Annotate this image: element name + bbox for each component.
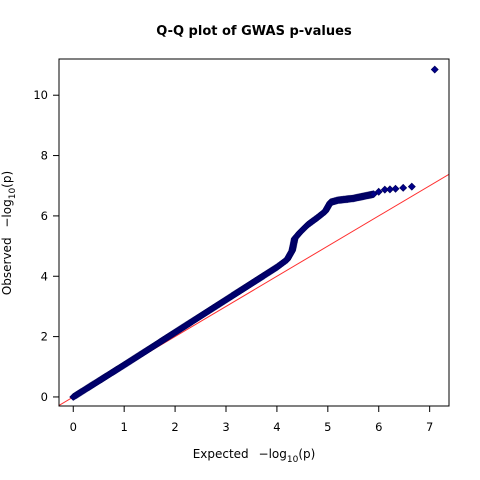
x-tick-label: 0 xyxy=(70,420,77,434)
y-tick-label: 4 xyxy=(41,269,48,283)
x-axis-label: Expected −log10(p) xyxy=(193,447,316,465)
x-tick-label: 1 xyxy=(121,420,128,434)
data-point xyxy=(399,183,408,192)
x-tick-label: 5 xyxy=(324,420,331,434)
data-point xyxy=(374,187,383,196)
data-point xyxy=(430,65,439,74)
data-point xyxy=(391,184,400,193)
x-tick-label: 2 xyxy=(171,420,178,434)
x-tick-label: 6 xyxy=(375,420,382,434)
y-axis: 0 2 4 6 8 10 xyxy=(33,88,59,404)
x-tick-label: 7 xyxy=(426,420,433,434)
data-point xyxy=(369,190,378,199)
x-tick-label: 3 xyxy=(222,420,229,434)
x-axis: 0 1 2 3 4 5 6 7 xyxy=(70,406,433,434)
points-layer xyxy=(69,65,439,401)
y-tick-label: 0 xyxy=(41,390,48,404)
y-tick-label: 10 xyxy=(33,88,48,102)
y-tick-label: 2 xyxy=(41,330,48,344)
y-tick-label: 6 xyxy=(41,209,48,223)
x-tick-label: 4 xyxy=(273,420,280,434)
chart-title: Q-Q plot of GWAS p-values xyxy=(156,24,352,39)
plot-frame xyxy=(58,58,450,407)
data-point xyxy=(407,182,416,191)
y-tick-label: 8 xyxy=(41,149,48,163)
y-axis-label: Observed −log10(p) xyxy=(0,171,18,295)
